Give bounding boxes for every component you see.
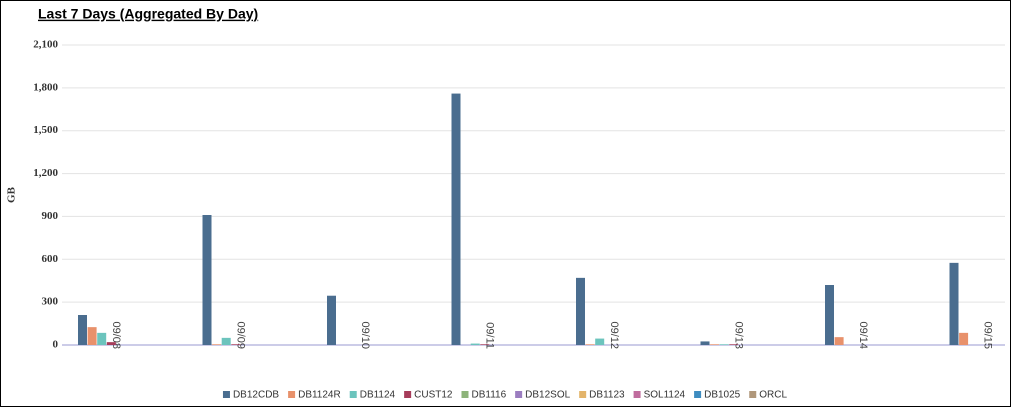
x-tick-label: 09/09	[235, 321, 247, 349]
y-tick-label: 1,500	[33, 124, 58, 136]
bar	[470, 343, 480, 345]
x-tick-label: 09/10	[359, 321, 371, 349]
y-axis-label: GB	[6, 186, 18, 203]
legend-swatch	[749, 391, 757, 398]
bar	[221, 337, 231, 345]
x-tick-label: 09/11	[484, 322, 496, 349]
y-tick-label: 600	[42, 253, 59, 265]
bar	[78, 315, 87, 345]
legend-label: DB1116	[471, 390, 506, 401]
legend-label: CUST12	[414, 390, 453, 401]
bar	[480, 344, 490, 345]
legend-swatch	[515, 391, 523, 398]
x-tick-label: 09/13	[733, 321, 745, 349]
y-tick-label: 300	[42, 296, 59, 308]
bar	[825, 285, 834, 345]
legend-label: DB1025	[704, 390, 741, 401]
bar	[834, 337, 844, 345]
bar	[97, 332, 107, 345]
legend-label: DB12CDB	[233, 390, 279, 401]
x-tick-label: 09/14	[857, 321, 869, 349]
bar	[212, 344, 222, 345]
legend-label: SOL1124	[644, 390, 686, 401]
legend-swatch	[288, 391, 296, 398]
legend-label: DB1124	[360, 390, 396, 401]
x-tick-label: 09/08	[110, 321, 122, 349]
bar	[595, 338, 605, 345]
bar	[959, 332, 969, 345]
legend-swatch	[349, 391, 357, 398]
y-tick-label: 1,800	[33, 81, 58, 93]
legend-swatch	[694, 391, 702, 398]
y-tick-label: 2,100	[33, 39, 58, 51]
x-tick-label: 09/15	[982, 321, 994, 349]
legend-swatch	[461, 391, 469, 398]
legend-label: ORCL	[759, 390, 787, 401]
legend-label: DB12SOL	[525, 390, 570, 401]
legend-swatch	[222, 391, 230, 398]
bar	[949, 262, 959, 345]
bar	[700, 341, 710, 345]
legend-swatch	[579, 391, 587, 398]
bar	[106, 342, 116, 345]
chart-title: Last 7 Days (Aggregated By Day)	[38, 6, 258, 22]
legend-label: DB1123	[589, 390, 625, 401]
bar	[87, 327, 97, 345]
legend-swatch	[404, 391, 412, 398]
bar	[327, 295, 336, 345]
bar	[585, 344, 595, 345]
bar	[576, 277, 585, 345]
bar	[451, 93, 461, 345]
y-tick-label: 0	[53, 339, 59, 351]
legend-swatch	[633, 391, 641, 398]
y-tick-label: 1,200	[33, 167, 58, 179]
x-tick-label: 09/12	[608, 321, 620, 349]
bar	[729, 344, 739, 345]
bar	[202, 215, 212, 345]
y-tick-label: 900	[42, 210, 59, 222]
legend-label: DB1124R	[298, 390, 341, 401]
bar	[231, 344, 241, 345]
bar	[719, 344, 729, 345]
bar	[710, 344, 720, 345]
